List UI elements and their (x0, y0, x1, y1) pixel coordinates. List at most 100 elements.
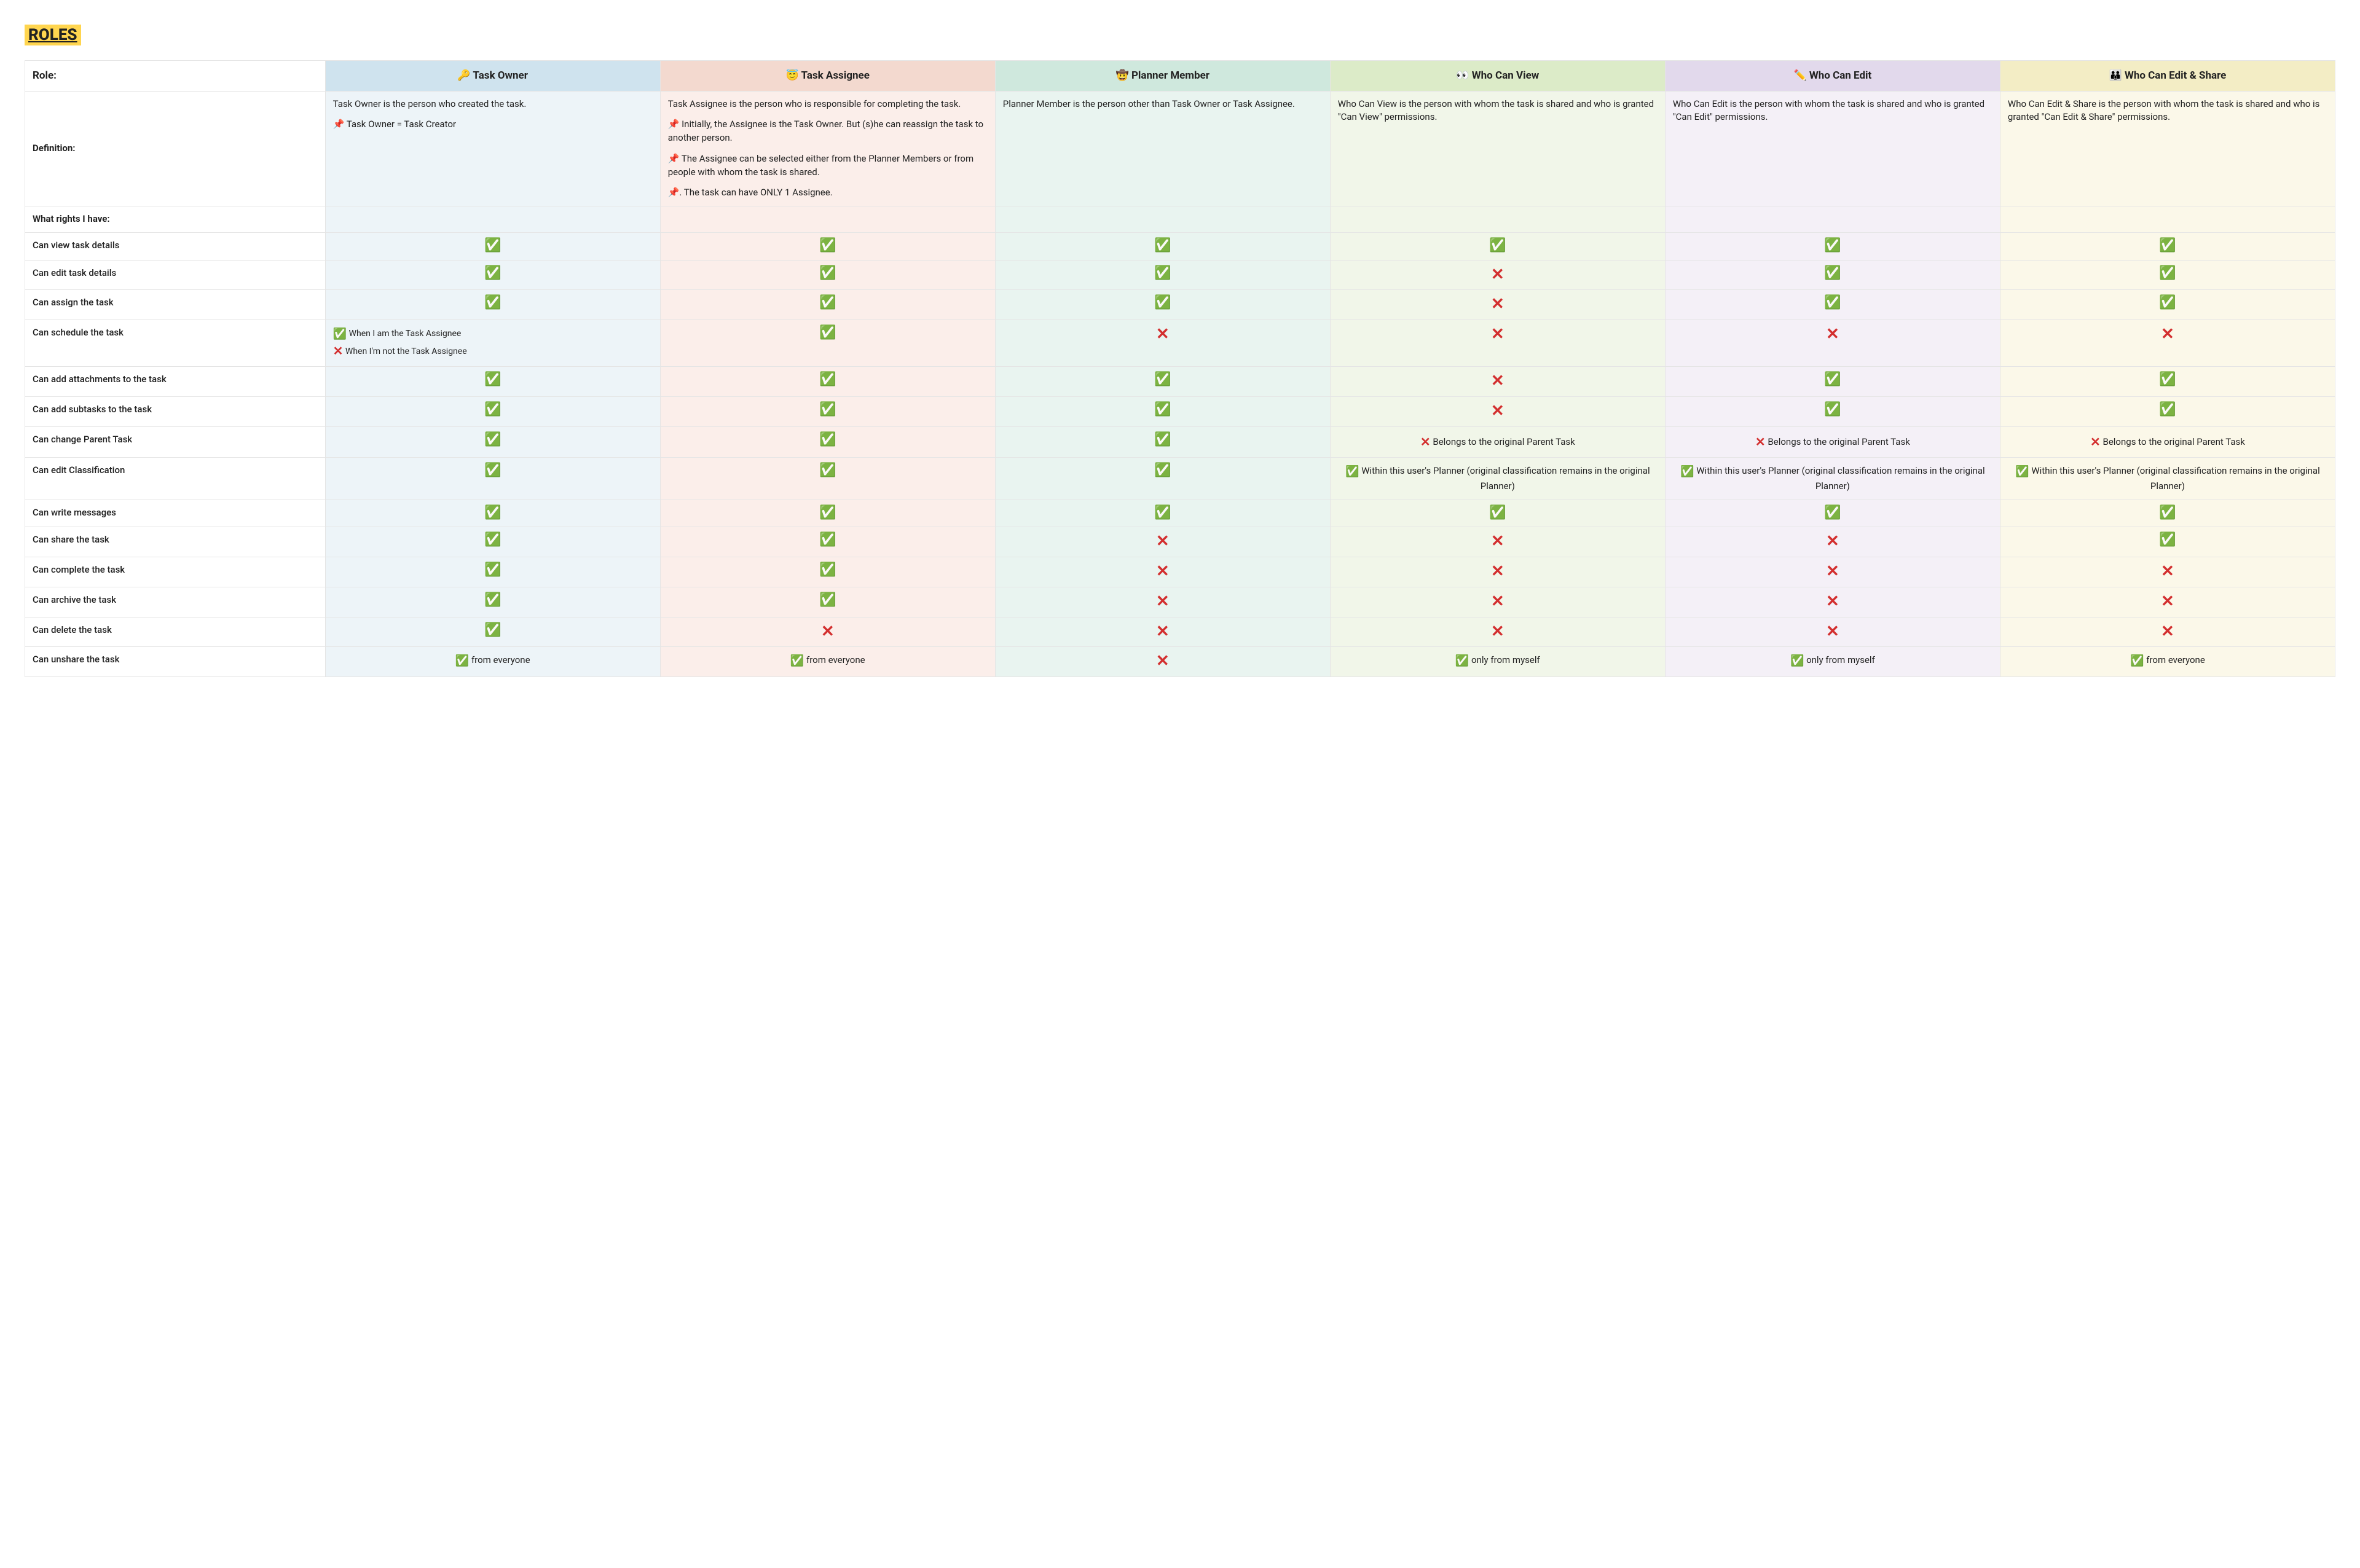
right-cell: ✅ (2000, 290, 2335, 320)
halo-icon: 😇 (786, 69, 799, 82)
definition-row: Definition: Task Owner is the person who… (25, 91, 2335, 206)
right-cell: ✅ (325, 260, 660, 290)
right-cell: ✕ (660, 617, 995, 647)
check-icon: ✅ (819, 594, 836, 607)
classification-note: Within this user's Planner (original cla… (1361, 465, 1650, 492)
cross-icon: ✕ (1491, 326, 1504, 342)
right-cell: ✕ (995, 647, 1330, 677)
right-cell: ✕ (995, 557, 1330, 587)
right-cell: ✅ (660, 457, 995, 500)
right-cell: ✅ only from myself (1330, 647, 1665, 677)
right-cell: ✅ from everyone (2000, 647, 2335, 677)
check-icon: ✅ (1824, 403, 1841, 417)
check-icon: ✅ (1824, 373, 1841, 386)
cross-icon: ✕ (2161, 563, 2174, 579)
key-icon: 🔑 (457, 69, 470, 82)
table-row: Can complete the task✅✅✕✕✕✕ (25, 557, 2335, 587)
cross-icon: ✕ (2161, 326, 2174, 342)
right-cell: ✅ Within this user's Planner (original c… (1330, 457, 1665, 500)
right-label: Can assign the task (25, 290, 326, 320)
right-cell: ✕ (1330, 527, 1665, 557)
cross-icon: ✕ (1491, 563, 1504, 579)
cross-icon: ✕ (2090, 434, 2101, 449)
check-icon: ✅ (2159, 296, 2176, 310)
right-cell: ✅ (1665, 290, 2000, 320)
check-icon: ✅ (1489, 506, 1506, 520)
right-cell: ✅ (2000, 396, 2335, 426)
check-icon: ✅ (484, 239, 501, 253)
header-who-can-edit-share: 👪 Who Can Edit & Share (2000, 61, 2335, 92)
check-icon: ✅ (2130, 654, 2144, 667)
check-icon: ✅ (819, 464, 836, 477)
cross-icon: ✕ (1156, 594, 1170, 610)
cross-icon: ✕ (1156, 624, 1170, 640)
right-cell: ✅ (995, 290, 1330, 320)
check-icon: ✅ (1154, 506, 1171, 520)
check-icon: ✅ (484, 373, 501, 386)
right-label: Can schedule the task (25, 320, 326, 367)
right-label: Can archive the task (25, 587, 326, 617)
right-cell: ✅ (1665, 367, 2000, 397)
right-cell: ✅ (2000, 527, 2335, 557)
check-icon: ✅ (1154, 464, 1171, 477)
right-cell: ✅ (1330, 500, 1665, 527)
right-cell: ✅ (1665, 396, 2000, 426)
right-cell: ✅ (995, 232, 1330, 260)
check-icon: ✅ (1345, 465, 1359, 478)
check-icon: ✅ (1154, 239, 1171, 253)
check-icon: ✅ (2159, 267, 2176, 280)
table-header-row: Role: 🔑 Task Owner 😇 Task Assignee 🤠 Pla… (25, 61, 2335, 92)
check-icon: ✅ (1489, 239, 1506, 253)
right-cell: ✅ (660, 260, 995, 290)
right-cell: ✅ (325, 426, 660, 457)
check-icon: ✅ (819, 373, 836, 386)
right-cell: ✅ from everyone (660, 647, 995, 677)
cross-icon: ✕ (1826, 624, 1839, 640)
cross-icon: ✕ (1491, 296, 1504, 312)
table-row: Can share the task✅✅✕✕✕✅ (25, 527, 2335, 557)
right-cell: ✅ (995, 457, 1330, 500)
right-cell: ✅ (660, 367, 995, 397)
right-cell: ✅ (995, 367, 1330, 397)
classification-note: Within this user's Planner (original cla… (1696, 465, 1984, 492)
right-cell: ✅ (660, 587, 995, 617)
header-role-label: Role: (25, 61, 326, 92)
right-label: Can share the task (25, 527, 326, 557)
rights-section-row: What rights I have: (25, 206, 2335, 233)
right-cell: ✅ (325, 587, 660, 617)
right-cell: ✅ Within this user's Planner (original c… (1665, 457, 2000, 500)
right-cell: ✕ (2000, 617, 2335, 647)
right-cell: ✅ (2000, 500, 2335, 527)
right-cell: ✅ (660, 290, 995, 320)
right-cell: ✕ (995, 587, 1330, 617)
check-icon: ✅ (819, 267, 836, 280)
definition-planner-member: Planner Member is the person other than … (995, 91, 1330, 206)
right-cell: ✅ (660, 527, 995, 557)
rights-label: What rights I have: (25, 206, 326, 233)
cross-icon: ✕ (1156, 533, 1170, 549)
unshare-myself-note: only from myself (1471, 654, 1540, 665)
right-cell: ✅ (325, 232, 660, 260)
cross-icon: ✕ (1491, 624, 1504, 640)
right-cell: ✅ (325, 617, 660, 647)
definition-label: Definition: (25, 91, 326, 206)
right-cell: ✕ (1665, 587, 2000, 617)
check-icon: ✅ (1824, 267, 1841, 280)
check-icon: ✅ (484, 533, 501, 547)
right-cell: ✕ (2000, 587, 2335, 617)
right-cell: ✕ (2000, 320, 2335, 367)
right-cell: ✅ (660, 426, 995, 457)
check-icon: ✅ (1824, 239, 1841, 253)
right-cell: ✅ (995, 426, 1330, 457)
cross-icon: ✕ (333, 343, 344, 358)
right-cell: ✕ (1330, 587, 1665, 617)
right-cell: ✕ (1330, 617, 1665, 647)
cross-icon: ✕ (1491, 594, 1504, 610)
check-icon: ✅ (1790, 654, 1804, 667)
header-who-can-edit: ✏️ Who Can Edit (1665, 61, 2000, 92)
check-icon: ✅ (2159, 403, 2176, 417)
header-who-can-view: 👀 Who Can View (1330, 61, 1665, 92)
check-icon: ✅ (484, 464, 501, 477)
table-row: Can add subtasks to the task✅✅✅✕✅✅ (25, 396, 2335, 426)
check-icon: ✅ (1154, 403, 1171, 417)
